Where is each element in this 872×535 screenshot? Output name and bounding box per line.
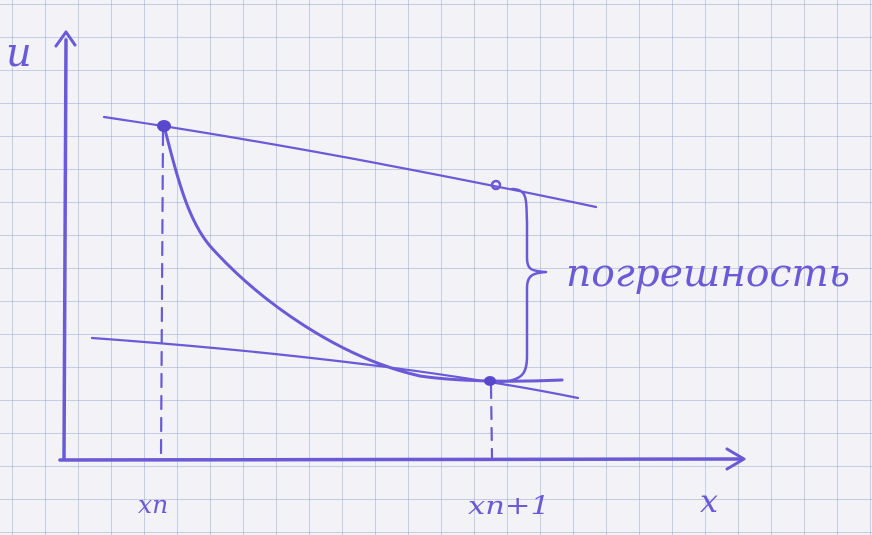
tangent-line-lower xyxy=(90,336,580,400)
drop-line-xn xyxy=(159,130,165,460)
point-euler-estimate xyxy=(490,179,502,191)
tick-label-xn1: xn+1 xyxy=(468,491,550,520)
y-axis-label: u xyxy=(6,30,32,76)
drop-line-xn1 xyxy=(489,384,494,460)
y-axis xyxy=(54,30,77,460)
x-axis-label: x xyxy=(700,482,718,520)
error-brace xyxy=(496,187,548,384)
point-xn xyxy=(157,120,171,132)
solution-curve xyxy=(162,124,564,383)
point-xn1 xyxy=(484,376,496,386)
error-label: погрешность xyxy=(566,251,850,295)
tick-label-xn: xn xyxy=(138,490,168,519)
x-axis xyxy=(58,447,746,471)
